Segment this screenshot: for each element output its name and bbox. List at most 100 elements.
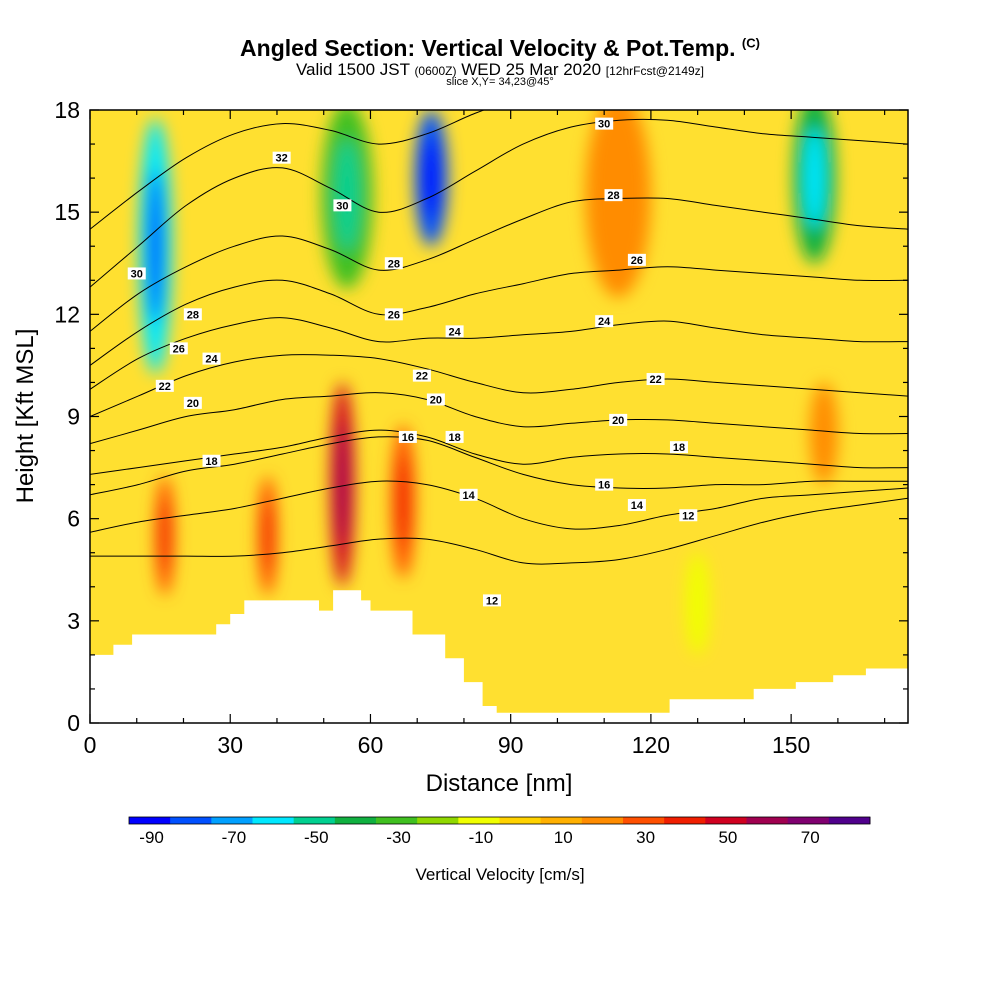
contour-label: 30 <box>595 117 614 131</box>
colorbar-tick-label: -70 <box>222 828 247 847</box>
contour-label-text: 20 <box>612 415 624 427</box>
y-tick-label: 12 <box>54 301 80 327</box>
contour-label-bg <box>595 478 614 491</box>
contour-label-bg <box>202 352 221 365</box>
isentrope-line <box>90 110 486 230</box>
isentrope-line <box>90 118 908 288</box>
contour-label: 20 <box>426 393 445 406</box>
colorbar: -90 -70 -50 -30 -10 10 30 50 70 <box>128 816 871 847</box>
contour-label: 16 <box>398 430 417 444</box>
contour-label: 14 <box>459 488 478 502</box>
y-tick-label: 3 <box>67 608 80 634</box>
contour-label-text: 20 <box>187 398 199 410</box>
contour-label-bg <box>127 267 146 280</box>
contour-label-bg <box>384 257 403 270</box>
contour-label-text: 22 <box>649 374 661 386</box>
contour-label-text: 24 <box>598 316 611 328</box>
colorbar-segment <box>293 817 336 824</box>
colorbar-label: Vertical Velocity [cm/s] <box>415 865 584 884</box>
colorbar-tick-label: -50 <box>304 828 329 847</box>
contour-label: 20 <box>183 396 202 410</box>
copyright-mark: (C) <box>741 35 760 51</box>
y-tick-label: 0 <box>67 710 80 736</box>
contour-label-text: 18 <box>673 442 685 454</box>
contour-label-text: 28 <box>607 190 619 202</box>
contour-label-bg <box>679 509 698 522</box>
contour-label-text: 14 <box>631 500 644 512</box>
contour-label-text: 24 <box>448 326 461 338</box>
isentrope-line <box>90 436 908 496</box>
contour-label-bg <box>604 189 623 202</box>
colorbar-segment <box>540 817 583 824</box>
colorbar-segment <box>499 817 542 824</box>
x-tick-label: 120 <box>632 732 670 758</box>
contour-label-text: 32 <box>276 153 288 165</box>
contour-label: 24 <box>445 325 464 338</box>
colorbar-tick-label: 70 <box>801 828 820 847</box>
contour-label-text: 30 <box>131 268 143 280</box>
colorbar-segment <box>458 817 500 824</box>
colorbar-segment <box>787 817 830 824</box>
contour-label-text: 30 <box>598 119 610 131</box>
axes: 0 30 60 90 120 150 0 3 6 9 12 15 18 <box>54 97 908 758</box>
velocity-core <box>262 499 273 572</box>
contour-label-text: 28 <box>187 309 199 321</box>
background-field <box>90 110 908 723</box>
contour-label-bg <box>627 253 646 266</box>
velocity-core <box>160 499 170 572</box>
contour-label: 30 <box>127 267 146 280</box>
contour-label-bg <box>183 396 202 409</box>
contour-label-text: 26 <box>388 309 400 321</box>
contour-label: 18 <box>202 454 221 468</box>
colorbar-segment <box>376 817 418 824</box>
y-tick-label: 18 <box>54 97 80 123</box>
isentrope-line <box>90 317 908 390</box>
contour-label: 28 <box>604 189 623 202</box>
colorbar-segment <box>705 817 747 824</box>
contour-label-bg <box>609 413 628 426</box>
contour-label-text: 30 <box>336 200 348 212</box>
chart-title: Angled Section: Vertical Velocity & Pot.… <box>0 35 1000 62</box>
colorbar-tick-label: -30 <box>386 828 411 847</box>
colorbar-segment <box>170 817 212 824</box>
y-tick-label: 6 <box>67 506 80 532</box>
contour-label: 26 <box>384 308 403 321</box>
contour-label-text: 26 <box>173 343 185 355</box>
contour-label-bg <box>627 499 646 512</box>
contour-label-text: 20 <box>430 394 442 406</box>
contour-label-bg <box>333 199 352 212</box>
contour-label-bg <box>202 454 221 467</box>
velocity-core <box>334 138 360 252</box>
velocity-core <box>147 169 164 323</box>
y-tick-label: 15 <box>54 199 80 225</box>
contour-label-bg <box>459 488 478 501</box>
y-tick-label: 9 <box>67 404 80 430</box>
isentrope-line <box>90 480 908 533</box>
colorbar-segment <box>334 817 377 824</box>
colorbar-frame <box>128 816 871 825</box>
velocity-core <box>397 455 410 548</box>
contour-label-text: 14 <box>462 490 475 502</box>
title-text: Angled Section: Vertical Velocity & Pot.… <box>240 35 736 61</box>
contour-label-bg <box>445 430 464 443</box>
colorbar-segment <box>417 817 459 824</box>
forecast-info: [12hrFcst@2149z] <box>605 64 705 78</box>
colorbar-segment <box>664 817 706 824</box>
contour-label: 30 <box>333 199 352 212</box>
contour-label: 12 <box>679 509 698 522</box>
contour-label-text: 18 <box>448 432 460 444</box>
contour-label: 26 <box>627 253 646 267</box>
velocity-cell <box>809 382 838 485</box>
chart-subtitle: Valid 1500 JST (0600Z) WED 25 Mar 2020 [… <box>0 60 1000 80</box>
contour-label-bg <box>155 379 174 392</box>
isentrope-line <box>90 266 908 366</box>
colorbar-segment <box>211 817 253 824</box>
plot-area: 3028262422201832302826242220181614123028… <box>90 110 908 723</box>
contour-label: 32 <box>272 151 291 165</box>
contour-label: 14 <box>627 499 646 512</box>
velocity-field <box>139 110 838 655</box>
contour-label-bg <box>183 308 202 321</box>
contour-label-bg <box>595 117 614 130</box>
contour-label-text: 22 <box>416 371 428 383</box>
